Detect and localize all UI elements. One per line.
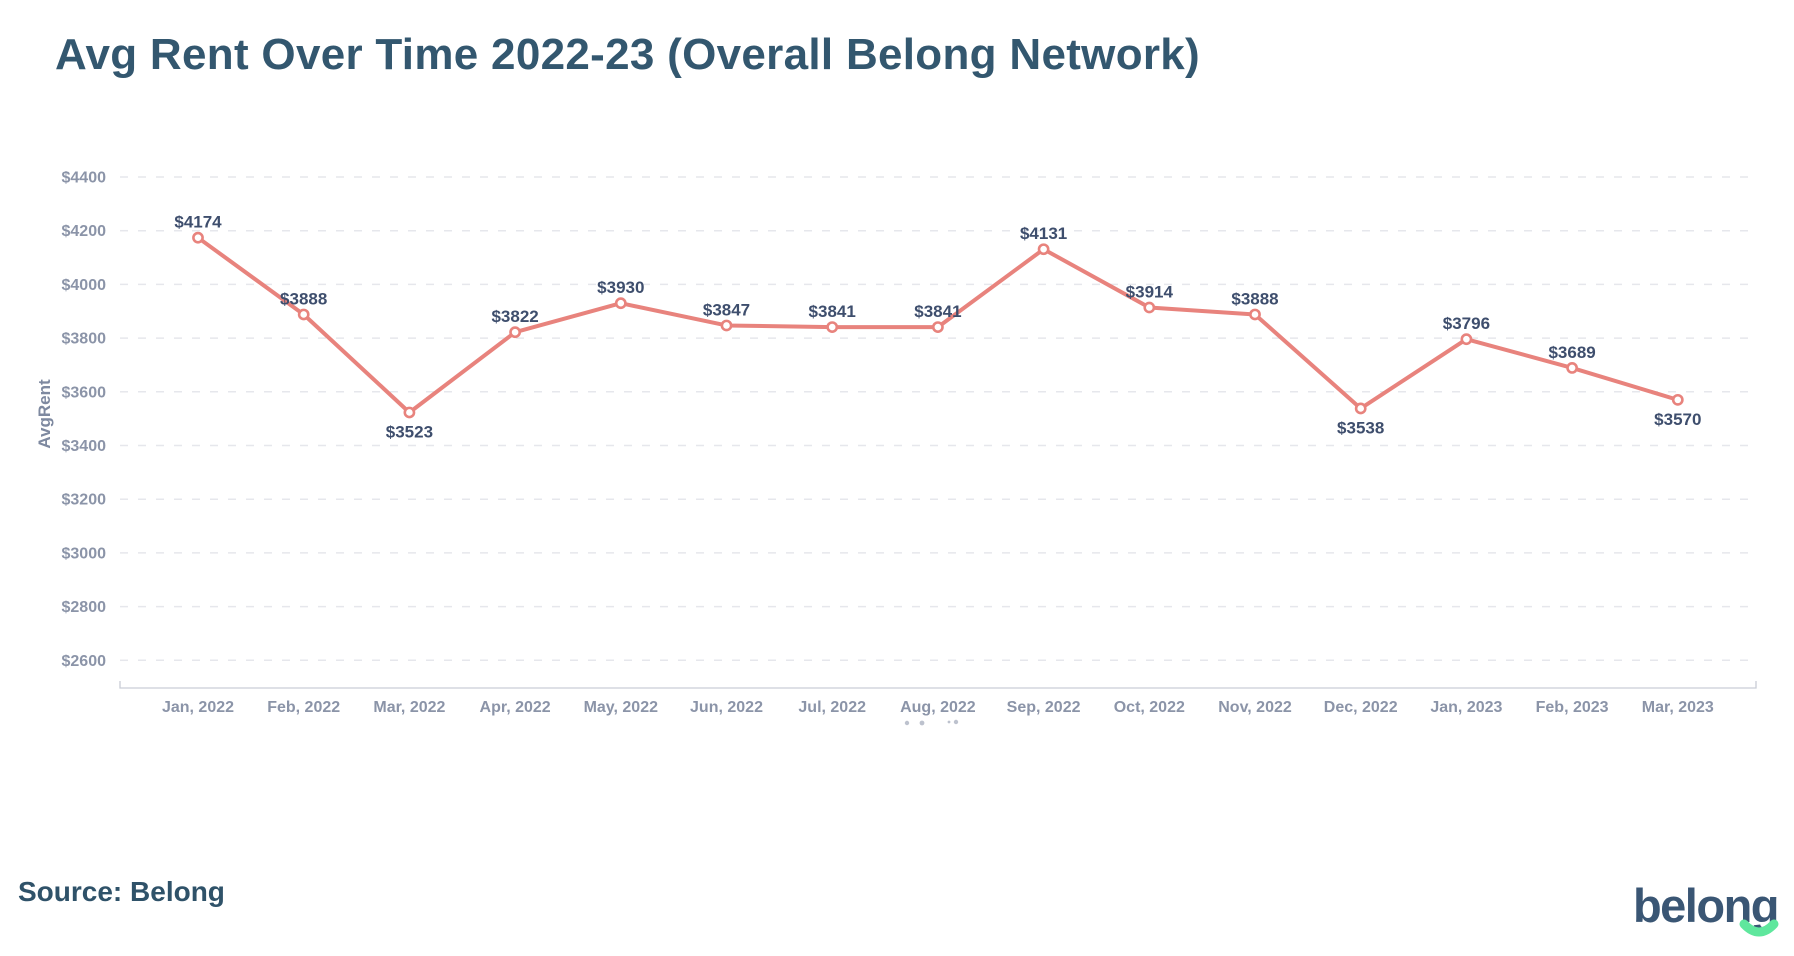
source-label: Source: Belong [18, 876, 225, 907]
data-point [720, 319, 733, 332]
x-tick-label: Feb, 2022 [267, 699, 340, 716]
chart-title: Avg Rent Over Time 2022-23 (Overall Belo… [55, 30, 1201, 79]
x-tick-label: Aug, 2022 [900, 699, 976, 716]
data-point-label: $4131 [1020, 224, 1067, 243]
data-point [1143, 301, 1156, 314]
data-point [192, 231, 204, 244]
y-tick-label: $4000 [62, 277, 107, 294]
x-tick-label: Jan, 2023 [1430, 699, 1502, 716]
belong-logo-text: belong [1632, 879, 1780, 932]
data-point [932, 321, 944, 333]
x-tick-label: Jan, 2022 [162, 699, 234, 716]
y-tick-label: $2800 [62, 599, 107, 616]
x-tick-label: Jun, 2022 [690, 699, 763, 716]
y-axis-title: AvgRent [35, 379, 54, 449]
data-point-label: $3930 [597, 278, 644, 297]
artifact-dot [947, 720, 951, 724]
y-tick-label: $4400 [62, 170, 107, 187]
smile-icon [1739, 919, 1779, 937]
x-axis-line [119, 681, 1757, 689]
data-point-label: $3914 [1126, 282, 1174, 301]
data-point-label: $3888 [1231, 289, 1278, 308]
data-point [1249, 308, 1261, 321]
y-tick-label: $3400 [62, 438, 107, 455]
data-point-label: $3888 [280, 289, 327, 308]
x-tick-label: Nov, 2022 [1218, 699, 1292, 716]
artifact-dot [953, 719, 959, 725]
x-tick-label: Mar, 2022 [373, 699, 445, 716]
data-point [1037, 243, 1050, 256]
data-point-label: $3570 [1654, 410, 1701, 429]
data-point [1354, 402, 1367, 415]
data-point-label: $3841 [809, 302, 856, 321]
data-point-label: $3689 [1548, 343, 1595, 362]
x-tick-label: Mar, 2023 [1642, 699, 1714, 716]
data-point [1671, 393, 1684, 406]
data-point [403, 406, 416, 419]
x-tick-label: Feb, 2023 [1536, 699, 1609, 716]
data-point [1566, 362, 1578, 374]
data-point [509, 326, 521, 339]
data-point [614, 297, 627, 310]
data-point-label: $3822 [491, 307, 538, 326]
x-tick-label: Jul, 2022 [798, 699, 866, 716]
data-point [1460, 333, 1473, 346]
data-point-label: $3841 [914, 302, 961, 321]
data-point [297, 308, 310, 321]
x-tick-label: Dec, 2022 [1324, 699, 1398, 716]
data-point-label: $3796 [1443, 314, 1490, 333]
y-tick-label: $4200 [62, 223, 107, 240]
belong-logo: belong [1632, 874, 1780, 938]
data-point-label: $3847 [703, 300, 750, 319]
y-tick-label: $3600 [62, 384, 107, 401]
x-tick-label: Apr, 2022 [480, 699, 551, 716]
x-tick-label: Oct, 2022 [1114, 699, 1185, 716]
y-tick-label: $2600 [62, 653, 107, 670]
data-point [826, 321, 839, 333]
x-tick-label: Sep, 2022 [1007, 699, 1081, 716]
data-point-label: $3538 [1337, 418, 1384, 437]
y-tick-label: $3200 [62, 492, 107, 509]
data-point-label: $4174 [174, 213, 222, 232]
artifact-dot [904, 720, 910, 726]
data-point-label: $3523 [386, 422, 433, 441]
y-tick-label: $3800 [62, 331, 107, 348]
x-tick-label: May, 2022 [584, 699, 659, 716]
y-tick-label: $3000 [62, 545, 107, 562]
artifact-dot [919, 720, 925, 726]
